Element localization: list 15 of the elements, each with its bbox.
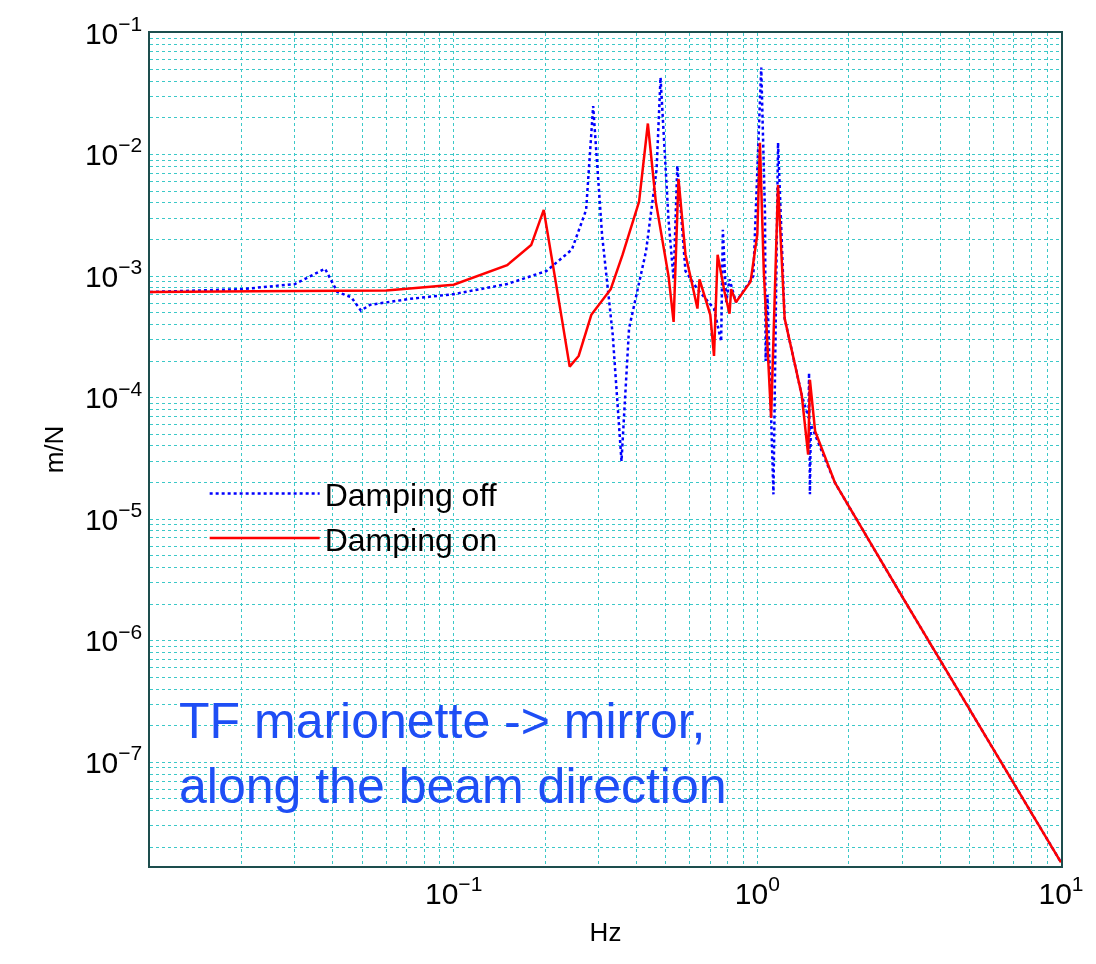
y-tick-label: 10$^{−7}$	[84, 741, 143, 779]
y-tick-label: 10$^{−3}$	[84, 254, 143, 293]
y-tick-label: 10$^{−5}$	[84, 498, 143, 536]
y-tick-label: 10$^{−1}$	[84, 11, 143, 50]
x-tick-label: 10$^{1}$	[1038, 872, 1084, 910]
annotation: TF marionette -> mirror, along the beam direction	[179, 693, 727, 814]
legend-label: Damping off	[324, 476, 497, 513]
legend-label: Damping on	[324, 521, 498, 558]
y-tick-label: 10$^{−6}$	[84, 619, 143, 658]
x-tick-label: 10$^{0}$	[734, 872, 780, 910]
x-tick-label: 10$^{−1}$	[425, 872, 483, 910]
x-axis-title: Hz	[589, 916, 622, 947]
y-axis-title: m/N	[38, 425, 69, 474]
y-tick-label: 10$^{−4}$	[84, 376, 143, 415]
y-tick-label: 10$^{−2}$	[84, 133, 143, 172]
